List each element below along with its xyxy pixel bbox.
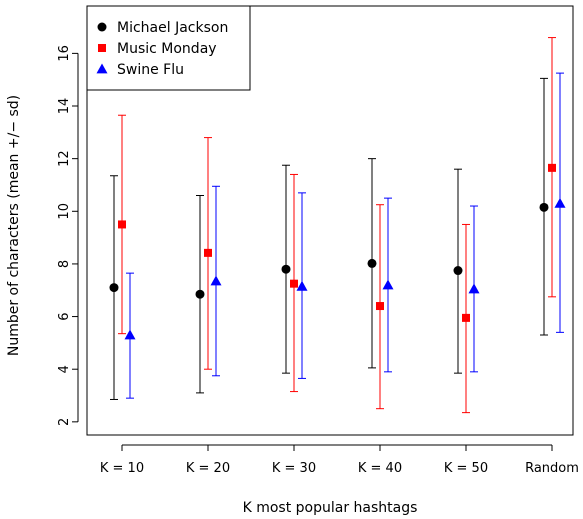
y-tick-label: 8	[57, 260, 72, 268]
x-tick-label: K = 10	[100, 461, 144, 476]
mean-point	[124, 329, 136, 340]
y-tick-label: 16	[57, 45, 72, 62]
legend-label: Michael Jackson	[117, 20, 228, 36]
legend-box	[86, 5, 251, 91]
mean-point	[109, 283, 119, 293]
x-tick-label: K = 50	[444, 461, 488, 476]
mean-point	[290, 279, 298, 288]
y-axis-title: Number of characters (mean +/− sd)	[6, 95, 22, 356]
x-tick-label: K = 20	[186, 461, 230, 476]
legend-marker	[97, 22, 107, 32]
y-tick-label: 4	[57, 365, 72, 373]
mean-point	[382, 279, 394, 290]
x-tick-label: K = 40	[358, 461, 402, 476]
legend-label: Swine Flu	[117, 62, 184, 78]
x-axis-title: K most popular hashtags	[243, 500, 418, 516]
mean-point	[195, 289, 205, 299]
mean-point	[453, 266, 463, 276]
y-axis: 2 4 6 8 10 12 14 16	[57, 45, 79, 426]
x-tick-label: Random	[525, 461, 579, 476]
y-tick-label: 6	[57, 312, 72, 320]
x-axis: K = 10 K = 20 K = 30 K = 40 K = 50 Random	[100, 444, 579, 476]
y-tick-label: 10	[57, 203, 72, 220]
legend-marker	[98, 44, 106, 52]
mean-point	[118, 220, 126, 229]
chart-marks	[109, 37, 566, 414]
mean-point	[539, 202, 549, 212]
legend-label: Music Monday	[117, 41, 217, 57]
mean-point	[281, 264, 291, 274]
y-tick-label: 14	[57, 98, 72, 115]
mean-point	[462, 313, 470, 322]
legend: Michael Jackson Music Monday Swine Flu	[86, 5, 251, 91]
mean-point	[376, 302, 384, 311]
mean-point	[296, 280, 308, 291]
plot-area-frame	[86, 5, 574, 436]
mean-point	[210, 275, 222, 286]
mean-point	[204, 248, 212, 257]
y-tick-label: 12	[57, 150, 72, 167]
x-tick-label: K = 30	[272, 461, 316, 476]
mean-point	[468, 283, 480, 294]
mean-point	[548, 163, 556, 172]
legend-marker	[96, 63, 108, 74]
mean-point	[554, 197, 566, 208]
mean-point	[367, 258, 377, 268]
y-tick-label: 2	[57, 418, 72, 426]
